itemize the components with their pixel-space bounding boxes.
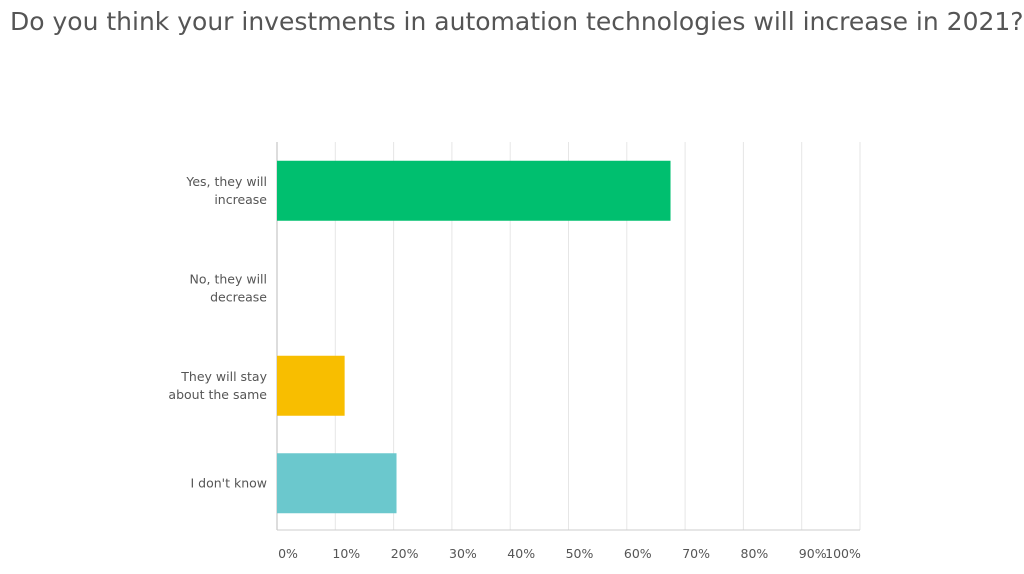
x-tick-label: 60% xyxy=(624,546,652,561)
x-tick-label: 10% xyxy=(332,546,360,561)
chart-title: Do you think your investments in automat… xyxy=(10,7,1024,36)
bar xyxy=(277,453,397,514)
category-label: No, they will decrease xyxy=(190,271,268,304)
category-label: Yes, they will increase xyxy=(185,174,267,207)
x-tick-label: 40% xyxy=(507,546,535,561)
bar xyxy=(277,355,345,416)
x-tick-label: 90% xyxy=(799,546,827,561)
x-tick-label: 20% xyxy=(391,546,419,561)
category-label: They will stay about the same xyxy=(168,369,267,402)
x-tick-label: 0% xyxy=(278,546,298,561)
x-tick-label: 80% xyxy=(741,546,769,561)
x-tick-label: 50% xyxy=(566,546,594,561)
x-tick-label: 30% xyxy=(449,546,477,561)
category-label: I don't know xyxy=(190,475,267,490)
x-tick-label: 70% xyxy=(682,546,710,561)
bar xyxy=(277,160,671,221)
x-tick-label: 100% xyxy=(825,546,861,561)
